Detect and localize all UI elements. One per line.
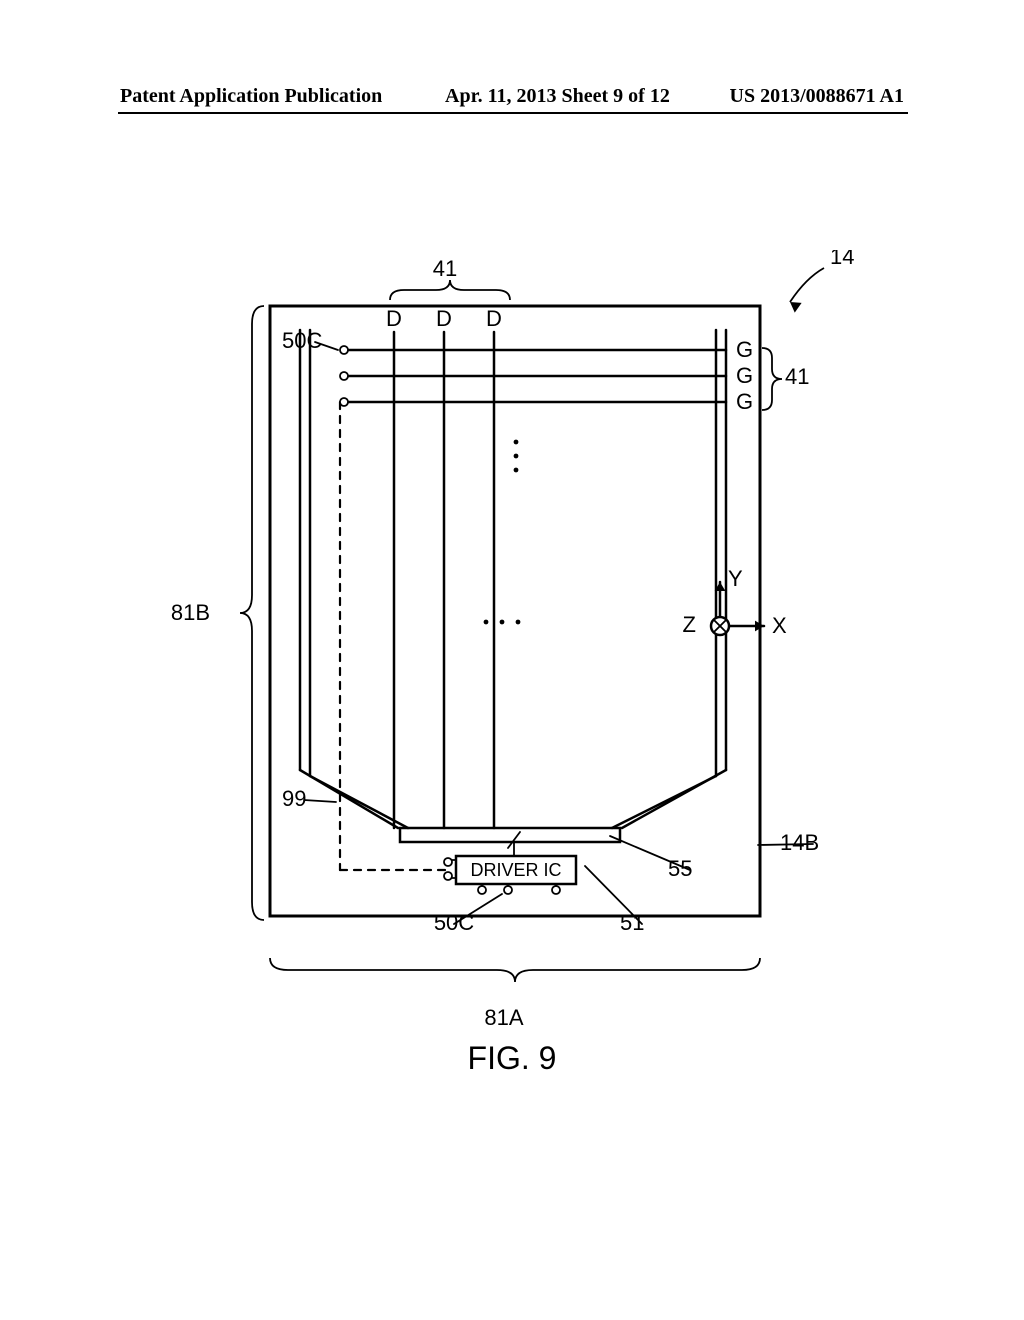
svg-text:14B: 14B <box>780 830 819 855</box>
svg-text:81A: 81A <box>484 1005 523 1030</box>
svg-text:D: D <box>386 306 402 331</box>
svg-text:Y: Y <box>728 566 743 591</box>
figure-svg: 14414181B81ADDDGGGDRIVER IC50C995514B515… <box>0 250 1024 1030</box>
svg-text:99: 99 <box>282 786 306 811</box>
svg-text:55: 55 <box>668 856 692 881</box>
header-rule <box>118 112 908 114</box>
header-left: Patent Application Publication <box>120 85 382 108</box>
svg-text:50C: 50C <box>434 910 474 935</box>
svg-text:Z: Z <box>683 612 696 637</box>
svg-text:D: D <box>436 306 452 331</box>
svg-text:G: G <box>736 363 753 388</box>
svg-text:G: G <box>736 337 753 362</box>
figure-caption: FIG. 9 <box>0 1040 1024 1077</box>
svg-text:X: X <box>772 613 787 638</box>
svg-text:14: 14 <box>830 250 854 269</box>
svg-text:41: 41 <box>785 364 809 389</box>
svg-text:50C: 50C <box>282 328 322 353</box>
svg-text:D: D <box>486 306 502 331</box>
svg-text:G: G <box>736 389 753 414</box>
svg-text:41: 41 <box>433 256 457 281</box>
header-pubno: US 2013/0088671 A1 <box>730 85 904 108</box>
svg-text:81B: 81B <box>171 600 210 625</box>
svg-text:DRIVER IC: DRIVER IC <box>470 860 561 880</box>
patent-page: Patent Application Publication Apr. 11, … <box>0 0 1024 1320</box>
figure-9: 14414181B81ADDDGGGDRIVER IC50C995514B515… <box>0 250 1024 1150</box>
header-date: Apr. 11, 2013 Sheet 9 of 12 <box>445 85 670 108</box>
